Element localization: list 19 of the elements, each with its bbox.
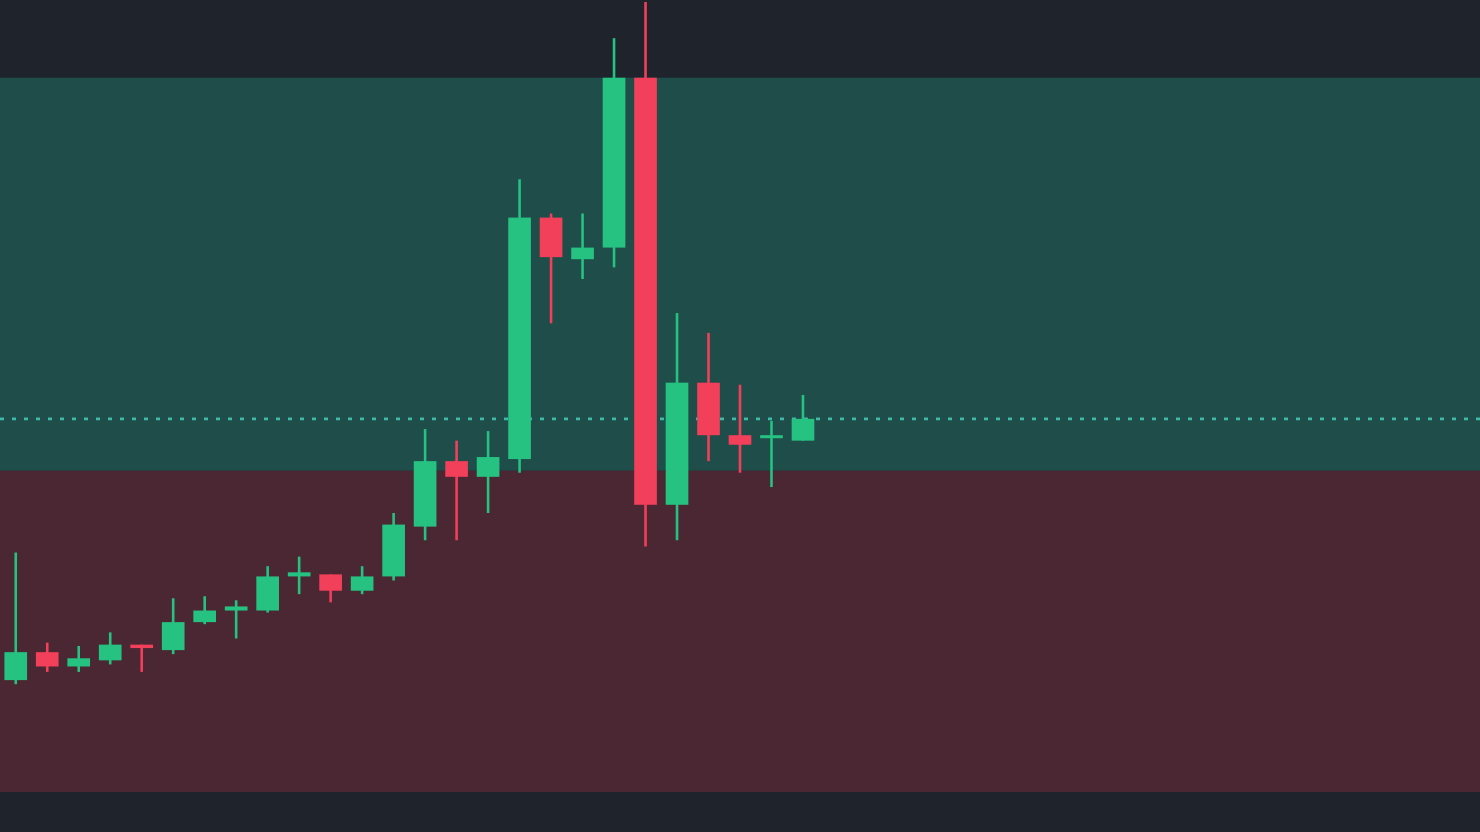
candlestick — [193, 594, 217, 626]
candlestick — [791, 393, 815, 442]
candlestick — [287, 555, 311, 596]
candlestick — [539, 212, 563, 325]
candlestick — [130, 643, 154, 674]
candlestick — [728, 383, 752, 475]
candlestick — [445, 439, 468, 542]
candlestick — [571, 212, 594, 281]
candlestick — [67, 644, 91, 674]
candlestick — [35, 641, 59, 674]
candlestick — [350, 564, 374, 596]
candlestick — [256, 564, 279, 614]
candlestick — [476, 429, 500, 515]
candlestick — [161, 596, 185, 656]
candlestick — [224, 599, 248, 640]
candlestick — [4, 551, 28, 686]
candlestick — [319, 573, 342, 604]
candlestick — [760, 419, 783, 489]
candlestick — [98, 631, 122, 666]
